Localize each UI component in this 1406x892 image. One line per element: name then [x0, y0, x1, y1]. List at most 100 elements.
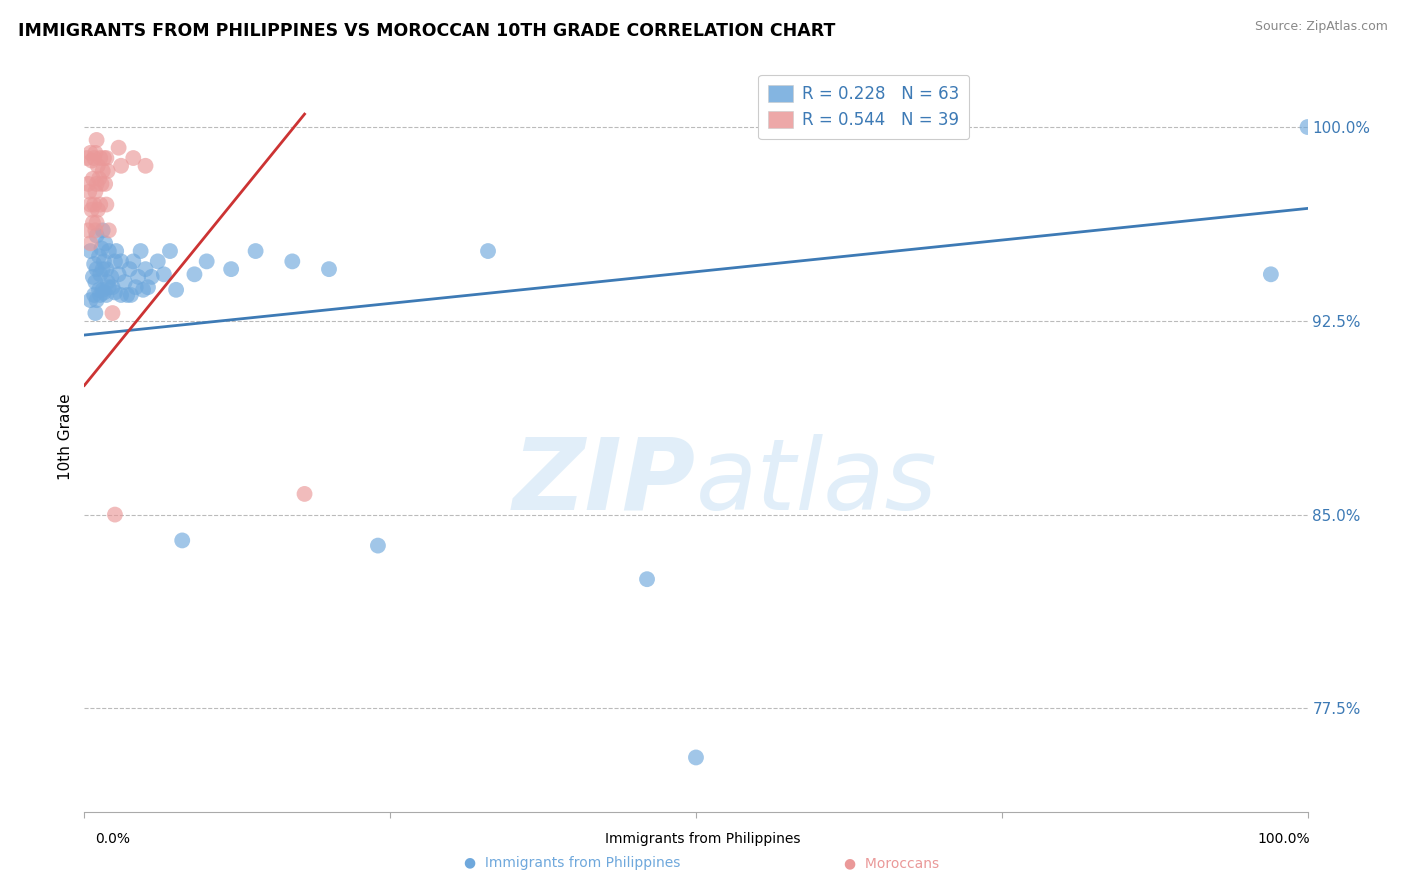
Point [636, 572, 658, 586]
Point [91, 223, 114, 237]
Point [84, 275, 107, 289]
Point [84, 223, 107, 237]
Point [87, 159, 110, 173]
Point [94, 236, 117, 251]
Point [93, 254, 115, 268]
Point [115, 288, 138, 302]
Text: ZIP: ZIP [513, 434, 696, 531]
Point [86, 262, 108, 277]
Point [114, 275, 136, 289]
Point [122, 151, 145, 165]
Point [76, 151, 98, 165]
Point [91, 262, 114, 277]
Point [159, 244, 181, 258]
Text: IMMIGRANTS FROM PHILIPPINES VS MOROCCAN 10TH GRADE CORRELATION CHART: IMMIGRANTS FROM PHILIPPINES VS MOROCCAN … [18, 22, 835, 40]
Point [89, 151, 111, 165]
Point [120, 288, 142, 302]
Point [110, 159, 132, 173]
Point [83, 257, 105, 271]
Point [83, 288, 105, 302]
Point [82, 171, 104, 186]
Point [1296, 120, 1319, 134]
Point [97, 164, 120, 178]
Point [97, 244, 120, 258]
Point [96, 197, 118, 211]
Point [367, 539, 389, 553]
Text: ●  Immigrants from Philippines: ● Immigrants from Philippines [464, 856, 681, 870]
Point [90, 177, 112, 191]
Point [84, 306, 107, 320]
Point [294, 487, 316, 501]
Point [87, 249, 110, 263]
Point [136, 280, 159, 294]
Point [135, 262, 157, 277]
Point [105, 244, 128, 258]
Point [245, 244, 267, 258]
Point [104, 285, 127, 300]
Point [79, 293, 101, 307]
Point [89, 268, 111, 282]
Y-axis label: 10th Grade: 10th Grade [58, 393, 73, 481]
Point [89, 288, 111, 302]
Point [165, 283, 187, 297]
Point [110, 254, 132, 268]
Point [129, 244, 152, 258]
Text: atlas: atlas [696, 434, 938, 531]
Point [127, 269, 149, 284]
Point [318, 262, 340, 277]
Point [281, 254, 304, 268]
Point [132, 283, 155, 297]
Point [141, 269, 163, 284]
Point [172, 533, 194, 548]
Point [135, 159, 157, 173]
Point [685, 750, 707, 764]
Point [96, 151, 118, 165]
Point [101, 306, 124, 320]
Point [86, 133, 108, 147]
Text: 0.0%: 0.0% [96, 832, 131, 846]
Point [90, 242, 112, 256]
Text: Immigrants from Philippines: Immigrants from Philippines [605, 832, 801, 846]
Point [86, 216, 108, 230]
Point [110, 288, 132, 302]
Legend: R = 0.228   N = 63, R = 0.544   N = 39: R = 0.228 N = 63, R = 0.544 N = 39 [758, 75, 969, 139]
Point [79, 197, 101, 211]
Point [97, 280, 120, 294]
Point [87, 202, 110, 217]
Point [82, 216, 104, 230]
Point [91, 283, 114, 297]
Point [97, 223, 120, 237]
Point [96, 262, 118, 277]
Point [107, 268, 129, 282]
Point [84, 185, 107, 199]
Point [122, 254, 145, 268]
Point [79, 244, 101, 258]
Point [89, 197, 111, 211]
Point [87, 283, 110, 297]
Point [91, 164, 114, 178]
Point [79, 145, 101, 160]
Text: ●  Moroccans: ● Moroccans [844, 856, 939, 870]
Point [86, 228, 108, 243]
Point [477, 244, 499, 258]
Point [97, 275, 120, 289]
Point [77, 185, 100, 199]
Point [125, 280, 148, 294]
Point [83, 197, 105, 211]
Point [153, 268, 176, 282]
Point [80, 153, 103, 168]
Point [219, 262, 242, 277]
Point [100, 269, 122, 284]
Point [77, 177, 100, 191]
Point [82, 269, 104, 284]
Point [94, 177, 117, 191]
Point [93, 151, 115, 165]
Text: Source: ZipAtlas.com: Source: ZipAtlas.com [1254, 20, 1388, 33]
Point [1260, 268, 1282, 282]
Point [83, 151, 105, 165]
Point [84, 145, 107, 160]
Point [77, 223, 100, 237]
Point [86, 293, 108, 307]
Point [80, 202, 103, 217]
Point [107, 141, 129, 155]
